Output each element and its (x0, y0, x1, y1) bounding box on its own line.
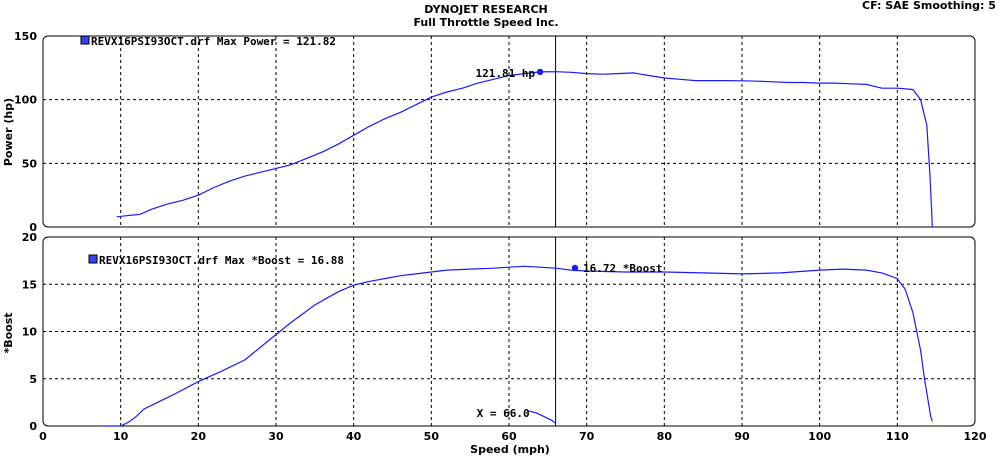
boost-y-tick-label: 15 (22, 278, 37, 291)
power-y-axis-label: Power (hp) (2, 98, 15, 166)
power-y-tick-label: 50 (22, 157, 38, 170)
chart-title: DYNOJET RESEARCH (424, 3, 547, 16)
x-tick-label: 50 (424, 430, 440, 443)
boost-series-line (105, 265, 933, 427)
x-tick-label: 10 (113, 430, 129, 443)
boost-peak-label: 16.72 *Boost (583, 262, 662, 275)
x-tick-label: 80 (657, 430, 673, 443)
x-tick-label: 70 (579, 430, 595, 443)
x-tick-label: 110 (886, 430, 909, 443)
x-tick-label: 30 (268, 430, 284, 443)
boost-y-tick-label: 5 (29, 373, 37, 386)
power-y-tick-label: 0 (29, 221, 37, 234)
x-tick-label: 120 (964, 430, 987, 443)
x-tick-label: 20 (191, 430, 207, 443)
power-legend-text: REVX16PSI93OCT.drf Max Power = 121.82 (91, 35, 336, 48)
boost-cursor-trace (528, 410, 556, 424)
boost-legend-swatch (88, 254, 98, 264)
x-tick-label: 90 (734, 430, 750, 443)
boost-y-tick-label: 10 (22, 326, 38, 339)
boost-y-tick-label: 20 (22, 231, 38, 244)
chart-subtitle: Full Throttle Speed Inc. (413, 16, 558, 29)
power-peak-label: 121.81 hp (475, 67, 535, 80)
power-legend-swatch (80, 35, 90, 45)
power-y-tick-label: 150 (14, 30, 37, 43)
x-axis-label: Speed (mph) (470, 443, 550, 456)
boost-panel: 0 5 10 15 20 16.72 *Boost REVX16PSI93OCT.drf M… (22, 231, 987, 443)
boost-y-axis-label: *Boost (2, 312, 15, 353)
x-tick-label: 100 (808, 430, 831, 443)
boost-legend-text: REVX16PSI93OCT.drf Max *Boost = 16.88 (99, 254, 344, 267)
power-y-tick-label: 100 (14, 94, 37, 107)
power-series-line (116, 71, 933, 228)
settings-label: CF: SAE Smoothing: 5 (862, 0, 996, 12)
boost-y-tick-label: 0 (29, 420, 37, 433)
power-peak-marker (536, 68, 544, 76)
x-tick-label: 40 (346, 430, 362, 443)
boost-peak-marker (571, 264, 579, 272)
x-tick-label: 0 (39, 430, 47, 443)
x-tick-label: 60 (501, 430, 517, 443)
cursor-readout-label: X = 66.0 (477, 407, 530, 420)
power-panel: 0 50 100 150 121.81 hp REVX16PSI93OCT.drf Max… (14, 30, 976, 234)
